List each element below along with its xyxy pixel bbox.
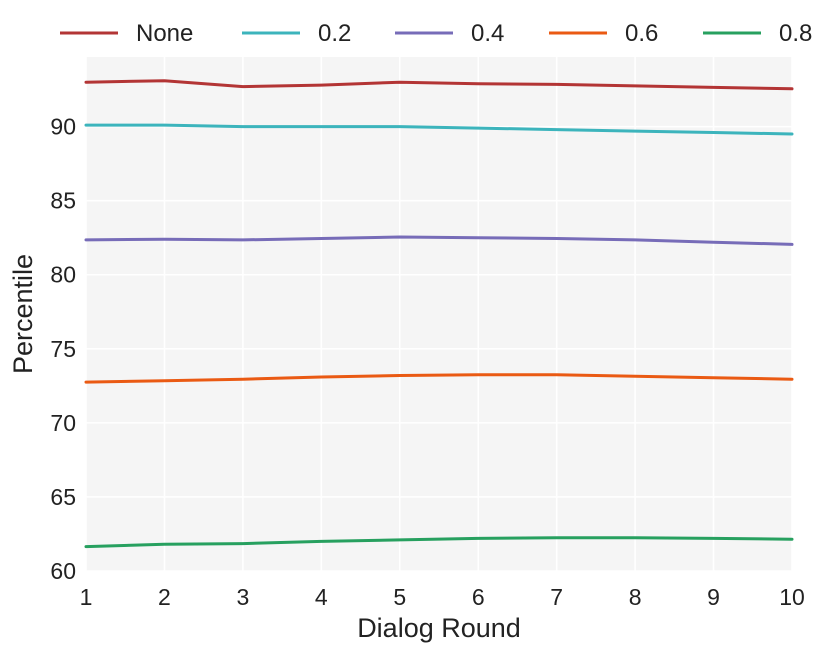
series-line-0-6 (84, 373, 794, 384)
x-tick-label: 7 (550, 584, 563, 610)
x-tick-label: 5 (393, 584, 406, 610)
y-tick-label: 85 (50, 188, 76, 214)
legend-label-none: None (136, 20, 193, 47)
legend-label-0-6: 0.6 (625, 20, 658, 47)
x-tick-label: 3 (236, 584, 249, 610)
series-line-none (84, 79, 794, 91)
y-tick-label: 60 (50, 558, 76, 584)
x-tick-label: 10 (779, 584, 805, 610)
x-tick-label: 4 (315, 584, 328, 610)
plot-background (86, 57, 792, 571)
x-axis-title: Dialog Round (357, 613, 521, 643)
x-tick-label: 8 (629, 584, 642, 610)
y-tick-label: 80 (50, 262, 76, 288)
y-tick-label: 90 (50, 114, 76, 140)
legend-label-0-4: 0.4 (471, 20, 504, 47)
legend: None 0.2 0.4 0.6 0.8 (60, 20, 812, 47)
y-axis-ticks: 60 65 70 75 80 85 90 (50, 114, 76, 584)
x-axis-ticks: 1 2 3 4 5 6 7 8 9 10 (80, 584, 805, 610)
y-axis-title: Percentile (8, 254, 38, 374)
x-tick-label: 9 (707, 584, 720, 610)
series-line-0-4 (84, 235, 794, 246)
series-line-0-8 (84, 536, 794, 549)
y-tick-label: 65 (50, 484, 76, 510)
legend-label-0-2: 0.2 (318, 20, 351, 47)
x-tick-label: 1 (80, 584, 93, 610)
series-line-0-2 (84, 123, 794, 136)
legend-label-0-8: 0.8 (779, 20, 812, 47)
y-tick-label: 75 (50, 336, 76, 362)
x-tick-label: 2 (158, 584, 171, 610)
x-tick-label: 6 (472, 584, 485, 610)
y-tick-label: 70 (50, 410, 76, 436)
series-lines (84, 79, 794, 549)
